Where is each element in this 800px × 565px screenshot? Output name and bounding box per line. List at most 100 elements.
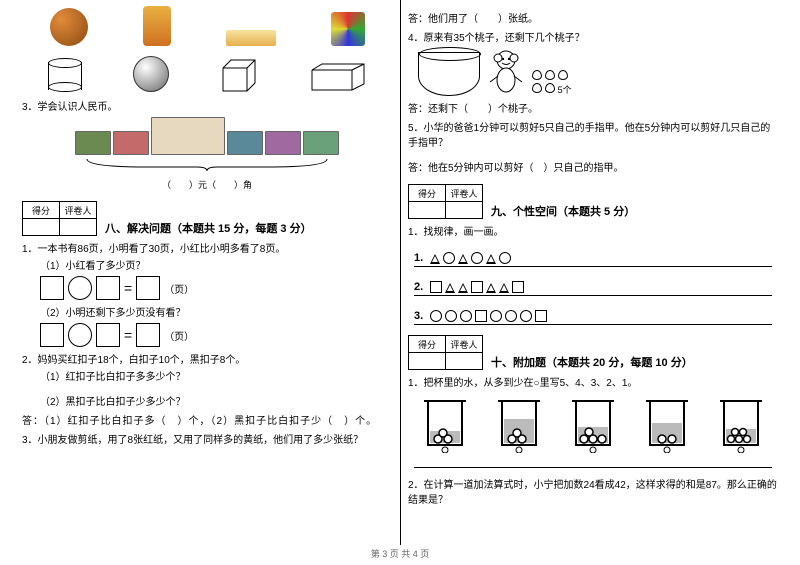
monkey-icon xyxy=(486,48,526,96)
score-box-10: 得分评卷人 十、附加题（本题共 20 分，每题 10 分） xyxy=(408,335,778,370)
answer-line xyxy=(414,453,772,468)
pattern-line-2: 2. xyxy=(414,273,772,296)
box-blank xyxy=(40,276,64,300)
triangle-icon xyxy=(458,283,468,293)
r5-ans: 答：他在5分钟内可以剪好（ ）只自己的指甲。 xyxy=(408,159,778,174)
bill-icon xyxy=(113,131,149,155)
sphere-icon xyxy=(133,56,169,92)
cube-icon xyxy=(221,58,257,92)
money-fill-blank: （ ）元（ ）角 xyxy=(22,178,392,191)
pattern-line-1: 1. xyxy=(414,244,772,267)
q8-2: 2．妈妈买红扣子18个，白扣子10个，黑扣子8个。 xyxy=(22,351,392,366)
score-table: 得分评卷人 xyxy=(22,201,97,236)
triangle-icon xyxy=(486,254,496,264)
basket-icon xyxy=(418,52,480,96)
circle-blank xyxy=(68,276,92,300)
basketball-icon xyxy=(50,8,88,46)
score-blank xyxy=(23,219,60,236)
square-icon xyxy=(471,281,483,293)
grader-blank xyxy=(60,219,97,236)
grader-blank xyxy=(446,202,483,219)
section-10-title: 十、附加题（本题共 20 分，每题 10 分） xyxy=(491,354,693,370)
bill-icon xyxy=(265,131,301,155)
pattern-num: 2. xyxy=(414,281,423,293)
circle-icon xyxy=(445,310,457,322)
grader-label: 评卷人 xyxy=(60,202,97,219)
r4-ans: 答：还剩下（ ）个桃子。 xyxy=(408,100,778,115)
peach-icon xyxy=(558,70,568,80)
r9-1: 1．找规律，画一画。 xyxy=(408,223,778,238)
right-column: 答：他们用了（ ）张纸。 4．原来有35个桃子，还剩下几个桃子？ 5个 答：还剩… xyxy=(400,6,786,545)
q8-3: 3．小朋友做剪纸，用了8张红纸，又用了同样多的黄纸，他们用了多少张纸？ xyxy=(22,431,392,446)
grader-blank xyxy=(446,353,483,370)
peach-group: 5个 xyxy=(532,70,572,96)
circle-icon xyxy=(443,252,455,264)
score-table: 得分评卷人 xyxy=(408,184,483,219)
q8-1: 1．一本书有86页，小明看了30页，小红比小明多看了8页。 xyxy=(22,240,392,255)
r5: 5．小华的爸爸1分钟可以剪好5只自己的手指甲。他在5分钟内可以剪好几只自己的手指… xyxy=(408,119,778,149)
peach-icon xyxy=(545,83,555,93)
score-box-8: 得分评卷人 八、解决问题（本题共 15 分，每题 3 分） xyxy=(22,201,392,236)
triangle-icon xyxy=(430,254,440,264)
monkey-illustration: 5个 xyxy=(418,48,778,96)
section-9-title: 九、个性空间（本题共 5 分） xyxy=(491,203,635,219)
square-icon xyxy=(535,310,547,322)
circle-icon xyxy=(471,252,483,264)
triangle-icon xyxy=(445,283,455,293)
r3-ans: 答：他们用了（ ）张纸。 xyxy=(408,10,778,25)
box-blank xyxy=(136,323,160,347)
triangle-icon xyxy=(486,283,496,293)
square-icon xyxy=(475,310,487,322)
pattern-num: 1. xyxy=(414,252,423,264)
beaker-row xyxy=(408,397,778,453)
square-icon xyxy=(430,281,442,293)
beaker-icon xyxy=(494,397,544,453)
peach-icon xyxy=(532,83,542,93)
score-blank xyxy=(409,353,446,370)
q8-2a: （1）红扣子比白扣子多多少个？ xyxy=(40,368,392,383)
q8-1b: （2）小明还剩下多少页没有看？ xyxy=(40,304,392,319)
triangle-icon xyxy=(458,254,468,264)
bill-large-icon xyxy=(151,117,225,155)
beaker-icon xyxy=(420,397,470,453)
box-blank xyxy=(40,323,64,347)
left-column: 3．学会认识人民币。 （ ）元（ ）角 得分评卷人 八、解决问题（本题共 15 … xyxy=(14,6,400,545)
equation-row-1: = （页） xyxy=(40,276,392,300)
candy-bar-icon xyxy=(226,30,276,46)
box-blank xyxy=(96,323,120,347)
score-label: 得分 xyxy=(23,202,60,219)
beaker-icon xyxy=(716,397,766,453)
box-blank xyxy=(96,276,120,300)
score-blank xyxy=(409,202,446,219)
geometry-shape-row xyxy=(22,50,392,92)
bill-icon xyxy=(75,131,111,155)
grader-label: 评卷人 xyxy=(446,185,483,202)
score-label: 得分 xyxy=(409,185,446,202)
r10-2: 2．在计算一道加法算式时，小宁把加数24看成42，这样求得的和是87。那么正确的… xyxy=(408,476,778,506)
score-box-9: 得分评卷人 九、个性空间（本题共 5 分） xyxy=(408,184,778,219)
circle-blank xyxy=(68,323,92,347)
pattern-num: 3. xyxy=(414,310,423,322)
beaker-icon xyxy=(642,397,692,453)
r10-1: 1．把杯里的水，从多到少在○里写5、4、3、2、1。 xyxy=(408,374,778,389)
money-row xyxy=(22,117,392,155)
equals-sign: = xyxy=(124,280,132,296)
score-label: 得分 xyxy=(409,336,446,353)
peach-icon xyxy=(545,70,555,80)
circle-icon xyxy=(505,310,517,322)
circle-icon xyxy=(430,310,442,322)
q8-2b: （2）黑扣子比白扣子少多少个？ xyxy=(40,393,392,408)
circle-icon xyxy=(490,310,502,322)
rubiks-cube-icon xyxy=(331,12,365,46)
section-8-title: 八、解决问题（本题共 15 分，每题 3 分） xyxy=(105,220,312,236)
q8-2-ans: 答：（1）红扣子比白扣子多（ ）个，（2）黑扣子比白扣子少（ ）个。 xyxy=(22,412,392,427)
score-table: 得分评卷人 xyxy=(408,335,483,370)
peach-count-label: 5个 xyxy=(558,85,572,95)
circle-icon xyxy=(520,310,532,322)
object-photo-row xyxy=(22,6,392,46)
equals-sign: = xyxy=(124,327,132,343)
beaker-icon xyxy=(568,397,618,453)
cylinder-icon xyxy=(48,58,80,92)
square-icon xyxy=(512,281,524,293)
box-blank xyxy=(136,276,160,300)
